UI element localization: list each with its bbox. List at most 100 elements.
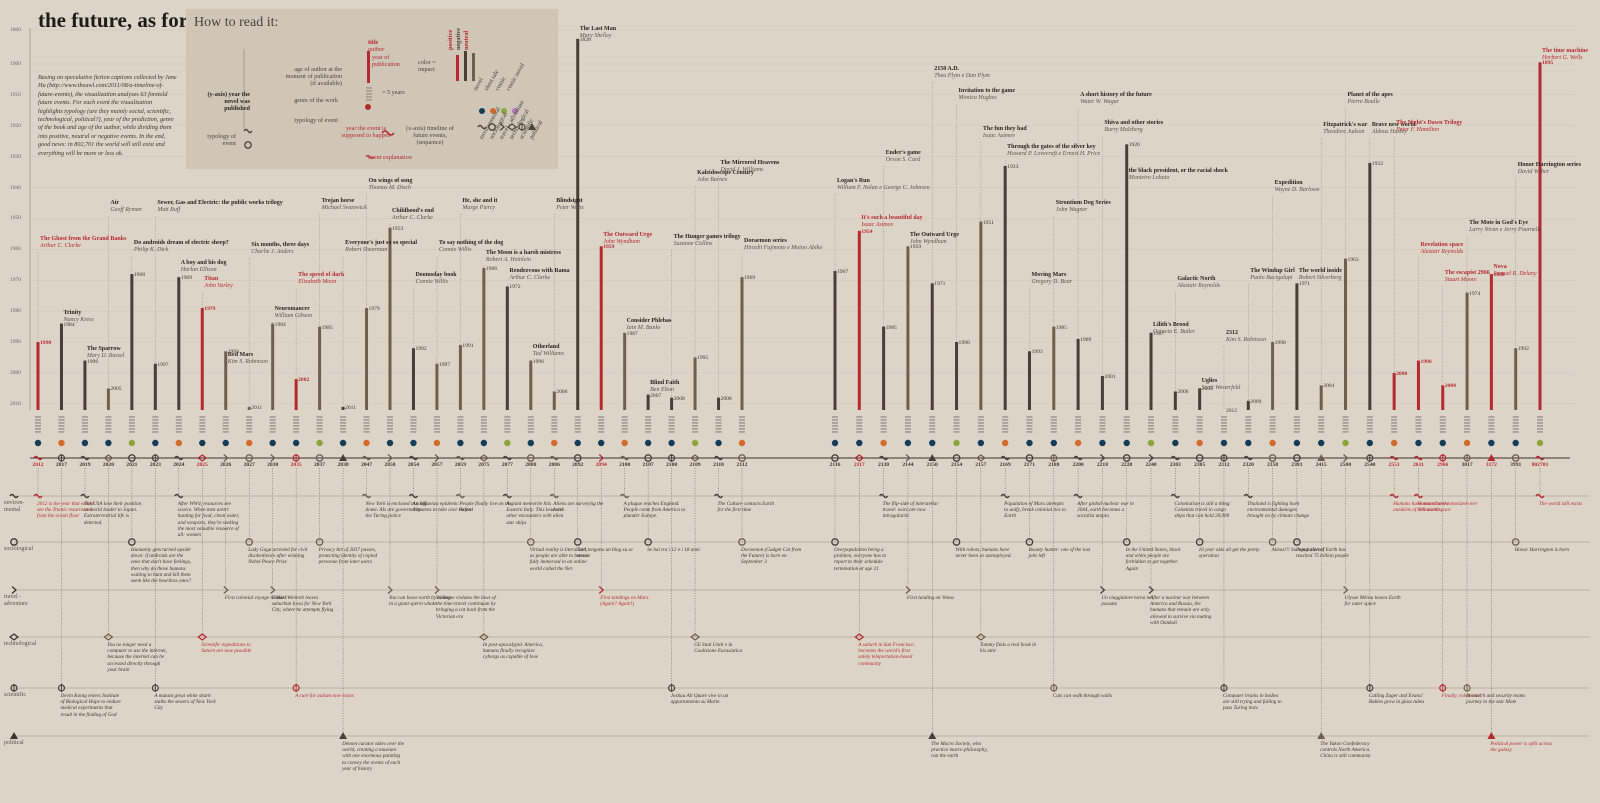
book-title: The Outward Urge: [909, 232, 959, 238]
event-title-block: Blindsight Peter Watts: [556, 198, 584, 212]
age-tick: [1123, 416, 1130, 418]
age-tick: [387, 416, 393, 418]
y-axis-tick: 1910: [10, 91, 21, 98]
event-year-label: 2037: [314, 462, 326, 468]
legend-typology-event: typology of event: [294, 117, 338, 124]
age-tick: [340, 416, 347, 418]
y-axis-tick: 2010: [10, 400, 21, 407]
publication-year-label: 1992: [1517, 346, 1529, 353]
age-tick: [1537, 416, 1543, 418]
travel-icon: [1099, 586, 1106, 594]
event-title-block: A boy and his dog Harlan Ellison: [181, 260, 227, 274]
age-tick: [621, 425, 628, 427]
age-tick: [904, 419, 911, 421]
age-tick: [1415, 428, 1422, 430]
book-title: Logan's Run: [837, 178, 870, 184]
book-author: Isaac Asimov: [861, 222, 894, 228]
book-author: David Weber: [1517, 169, 1549, 175]
book-author: Iain M. Banks: [626, 325, 661, 331]
age-tick: [715, 419, 722, 421]
event-explanation: A plague reaches England. People come fr…: [623, 501, 686, 520]
book-title: Doraemon series: [744, 238, 787, 244]
event-explanation: People finally live on the moon: [459, 501, 512, 514]
travel-icon: [905, 586, 911, 594]
book-author: Marge Piercy: [462, 205, 496, 211]
age-tick: [1512, 431, 1519, 433]
sociological-icon: [1293, 454, 1301, 462]
event-explanation: After global nuclear war in 2044, earth …: [1077, 501, 1134, 520]
publication-bar: [294, 379, 298, 410]
age-tick: [1050, 419, 1057, 421]
genre-dot: [1536, 439, 1544, 447]
event-title-block: Logan's Run William F. Nolan e George C. …: [837, 178, 930, 192]
age-tick: [574, 419, 581, 421]
legend-impact-neutral: [472, 53, 475, 81]
age-tick: [1123, 419, 1130, 421]
event-title-block: Moving Mars Gregory D. Bear: [1031, 272, 1072, 286]
event-title-block: Strontium Dog Series John Wagner: [1056, 200, 1111, 214]
event-year-label: 2305: [1194, 462, 1206, 468]
age-tick: [269, 431, 276, 433]
environmental-icon: [1243, 455, 1253, 461]
environmental-icon: [879, 493, 889, 499]
age-tick: [1439, 425, 1446, 427]
publication-year-label: 2011: [251, 404, 263, 411]
publication-year-label: 2002: [298, 377, 310, 384]
environmental-icon: [713, 493, 724, 499]
publication-year-label: 1993: [1031, 349, 1043, 356]
travel-icon: [11, 586, 17, 594]
publication-year-label: 1954: [861, 228, 873, 235]
technological-icon: [197, 633, 208, 641]
legend-age-tick: [366, 90, 372, 92]
age-tick: [929, 428, 936, 430]
event-year-label: 2054: [407, 462, 420, 468]
age-tick: [856, 419, 863, 421]
book-title: A boy and his dog: [180, 260, 227, 266]
publication-year-label: 1972: [509, 284, 521, 291]
sociological-icon: [1122, 538, 1131, 546]
publication-bar: [882, 326, 886, 410]
book-title: Through the gates of the silver key: [1007, 144, 1096, 150]
sociological-icon: [128, 538, 136, 546]
book-title: The Hunger games trilogy: [673, 234, 741, 240]
event-year-label: 2024: [173, 462, 185, 468]
age-tick: [1099, 431, 1106, 433]
age-tick: [1269, 428, 1276, 430]
book-title: Lilith's Brood: [1153, 322, 1189, 328]
age-tick: [1415, 431, 1422, 433]
event-year-label: 2169: [999, 462, 1011, 468]
age-tick: [1366, 422, 1373, 424]
environmental-icon: [1535, 493, 1545, 499]
age-tick: [692, 431, 699, 433]
age-tick: [527, 422, 534, 424]
genre-dot: [691, 439, 699, 447]
event-year-label: 2966: [1437, 462, 1449, 468]
publication-year-label: 1971: [934, 281, 946, 288]
age-tick: [1391, 428, 1398, 430]
event-year-label: 2303: [1169, 462, 1181, 468]
publication-year-label: 1996: [532, 358, 544, 365]
genre-dot: [856, 439, 863, 447]
environmental-icon: [1170, 493, 1180, 499]
event-explanation: In the United States, black and white pe…: [1125, 547, 1181, 572]
publication-year-label: 1987: [1153, 330, 1165, 337]
genre-dot: [551, 439, 558, 447]
book-author: Monteiro Lobato: [1128, 175, 1170, 181]
genre-dot: [1390, 439, 1398, 447]
environmental-icon: [33, 455, 43, 461]
age-tick: [1148, 419, 1155, 421]
event-title-block: Through the gates of the silver key Howar…: [1007, 144, 1100, 158]
event-title-block: Consider Phlebas Iain M. Banks: [627, 318, 672, 332]
age-tick: [1415, 422, 1422, 424]
age-tick: [1342, 431, 1349, 433]
publication-year-label: 2004: [1323, 383, 1335, 390]
event-title-block: The speed of dark Elizabeth Moon: [298, 272, 344, 286]
age-tick: [953, 416, 960, 418]
book-author: Elizabeth Moon: [298, 279, 337, 285]
book-author: Wayne D. Barlowe: [1274, 187, 1320, 193]
age-tick: [856, 422, 863, 424]
event-year-label: 2157: [975, 462, 987, 468]
age-tick: [199, 422, 206, 424]
event-year-label: 2116: [829, 462, 841, 468]
